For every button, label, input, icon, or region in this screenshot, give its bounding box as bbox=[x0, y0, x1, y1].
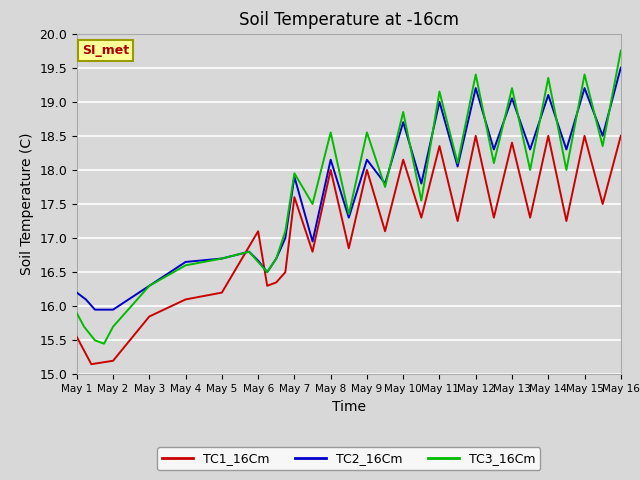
Title: Soil Temperature at -16cm: Soil Temperature at -16cm bbox=[239, 11, 459, 29]
Text: SI_met: SI_met bbox=[82, 44, 129, 57]
Legend: TC1_16Cm, TC2_16Cm, TC3_16Cm: TC1_16Cm, TC2_16Cm, TC3_16Cm bbox=[157, 447, 540, 470]
Y-axis label: Soil Temperature (C): Soil Temperature (C) bbox=[20, 133, 34, 275]
X-axis label: Time: Time bbox=[332, 400, 366, 414]
